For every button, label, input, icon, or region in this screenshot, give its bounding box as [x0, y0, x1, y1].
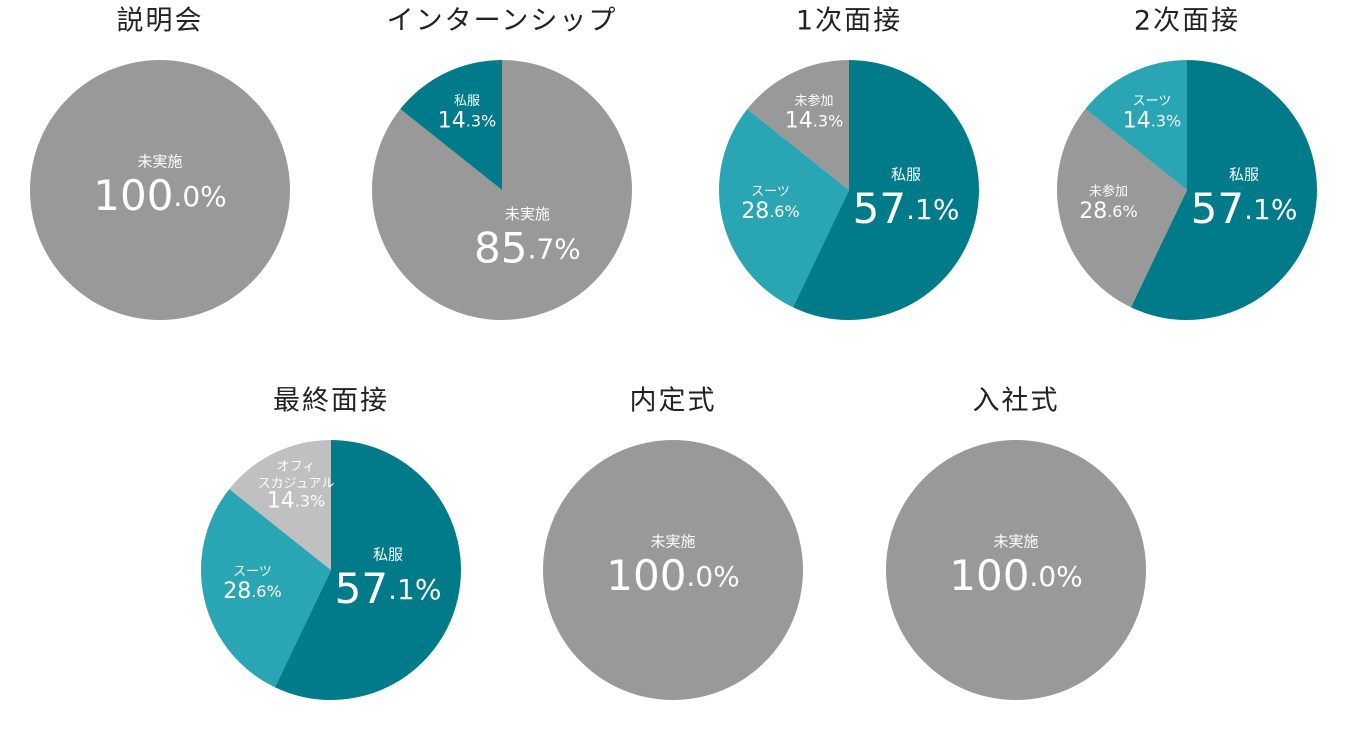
value-label-major: 57 [335, 563, 388, 612]
category-label: スーツ [1133, 94, 1172, 109]
category-label: 未実施 [505, 205, 550, 223]
value-label-minor: .3% [813, 111, 843, 130]
value-label-major: 14 [1123, 108, 1151, 133]
category-label: 未実施 [993, 533, 1038, 551]
value-label: 100.0% [949, 551, 1083, 600]
value-label-major: 85 [474, 223, 527, 272]
pie-slice [201, 489, 331, 688]
value-label-major: 14 [267, 488, 295, 513]
category-label-line: オフィ [277, 459, 316, 474]
pie-slice [1057, 109, 1187, 308]
chart-title: インターンシップ [387, 6, 618, 37]
category-label: 私服 [1229, 165, 1259, 183]
pie-slice [543, 440, 803, 700]
value-label-minor: .3% [295, 491, 325, 510]
chart-title: 最終面接 [273, 386, 389, 417]
value-label: 57.1% [1191, 183, 1298, 232]
pie-slice [792, 60, 980, 321]
category-label: 未実施 [650, 533, 695, 551]
value-label: 28.6% [741, 199, 799, 224]
value-label: 57.1% [853, 183, 960, 232]
value-label-minor: .6% [769, 202, 799, 221]
value-label-major: 57 [1191, 183, 1244, 232]
chart-title: 入社式 [973, 386, 1060, 417]
value-label: 28.6% [223, 579, 281, 604]
value-label: 57.1% [335, 563, 442, 612]
value-label-major: 100 [949, 551, 1029, 600]
value-label-minor: .6% [1107, 202, 1137, 221]
value-label-major: 28 [223, 579, 251, 604]
value-label-minor: .0% [686, 560, 739, 593]
category-label: 未参加 [794, 93, 833, 109]
category-label: 私服 [891, 165, 921, 183]
pie-slice [229, 440, 331, 570]
pie-slice [886, 440, 1146, 700]
category-label: 私服 [373, 545, 403, 563]
chart-title: 2次面接 [1134, 6, 1240, 37]
category-label: 私服 [454, 94, 480, 109]
value-label: 85.7% [474, 223, 581, 272]
pie-slice [719, 109, 849, 308]
value-label-major: 100 [93, 171, 173, 220]
value-label-major: 28 [1079, 199, 1107, 224]
value-label-major: 14 [438, 108, 466, 133]
value-label-major: 28 [741, 199, 769, 224]
value-label-major: 57 [853, 183, 906, 232]
category-label: スーツ [233, 565, 272, 580]
value-label: 28.6% [1079, 199, 1137, 224]
value-label-minor: .0% [1029, 560, 1082, 593]
value-label: 14.3% [785, 108, 843, 133]
chart-title: 説明会 [117, 6, 204, 37]
category-label: スーツ [751, 185, 790, 200]
value-label-minor: .7% [527, 233, 580, 266]
pie-slice [274, 440, 461, 700]
value-label-minor: .6% [251, 582, 281, 601]
value-label-minor: .1% [1244, 193, 1297, 226]
value-label: 14.3% [438, 108, 496, 133]
value-label: 14.3% [267, 488, 325, 513]
category-label: 未参加 [1089, 184, 1128, 200]
value-label-minor: .1% [388, 573, 441, 606]
category-label-line: スカジュアル [258, 476, 335, 491]
value-label-minor: .1% [906, 193, 959, 226]
value-label: 100.0% [93, 171, 227, 220]
pie-slice [1085, 60, 1187, 190]
value-label-major: 14 [785, 108, 813, 133]
pie-slice [400, 60, 502, 190]
category-label: 未実施 [137, 153, 182, 171]
value-label: 14.3% [1123, 108, 1181, 133]
value-label: 100.0% [606, 551, 740, 600]
pie-slice [30, 60, 290, 320]
chart-title: 1次面接 [796, 6, 902, 37]
category-label: オフィスカジュアル [258, 459, 335, 491]
value-label-minor: .3% [1151, 111, 1181, 130]
pie-slice [1130, 60, 1318, 320]
pie-slice [747, 60, 849, 190]
value-label-minor: .0% [173, 180, 226, 213]
chart-title: 内定式 [630, 386, 717, 417]
value-label-major: 100 [606, 551, 686, 600]
value-label-minor: .3% [466, 111, 496, 130]
